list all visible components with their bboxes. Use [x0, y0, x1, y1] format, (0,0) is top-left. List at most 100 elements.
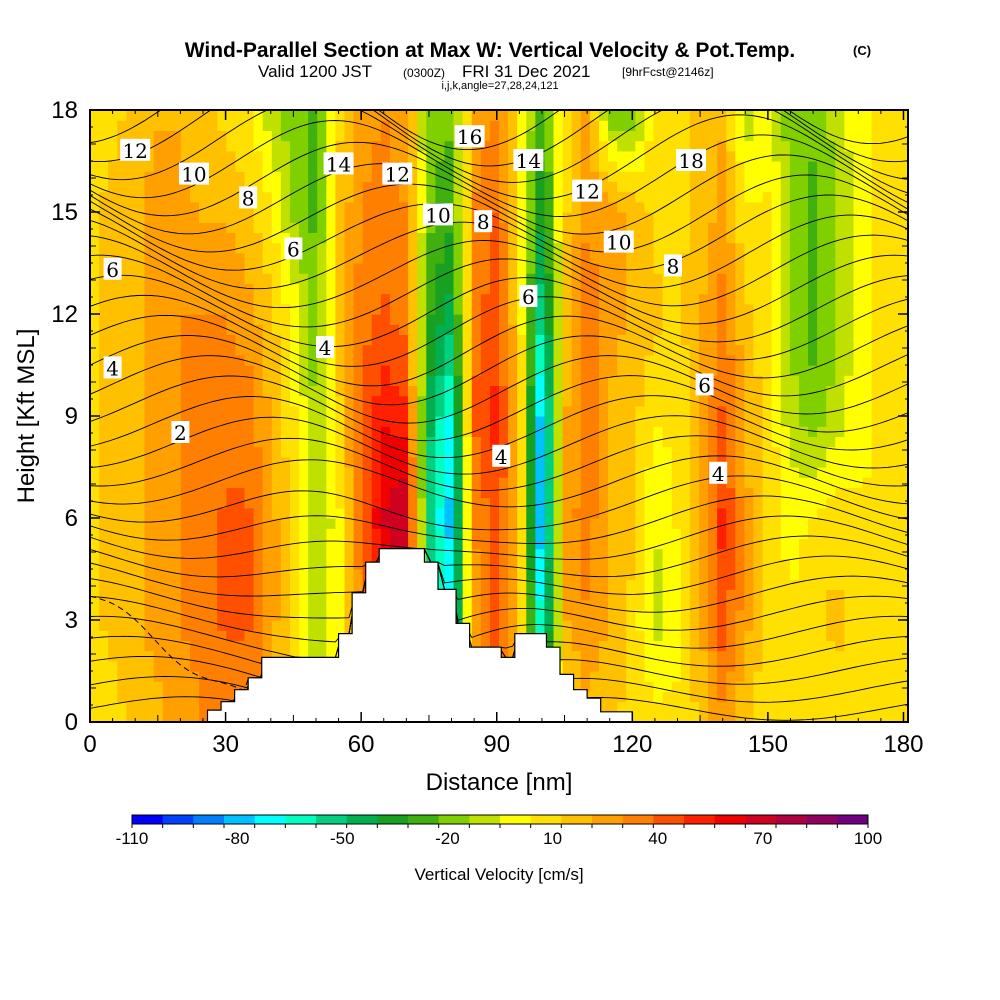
velocity-cell [608, 293, 618, 305]
velocity-cell [135, 405, 146, 417]
velocity-cell [135, 273, 146, 284]
velocity-cell [744, 385, 755, 397]
velocity-cell [226, 558, 237, 570]
velocity-cell [99, 467, 109, 478]
velocity-cell [717, 405, 727, 417]
velocity-cell [253, 538, 264, 550]
velocity-cell [280, 579, 291, 590]
velocity-cell [853, 303, 864, 315]
velocity-cell [889, 538, 900, 550]
velocity-cell [735, 487, 745, 499]
velocity-cell [335, 283, 346, 295]
velocity-cell [489, 569, 500, 580]
velocity-cell [708, 650, 718, 662]
velocity-cell [280, 365, 291, 376]
velocity-cell [889, 293, 900, 305]
velocity-cell [435, 405, 446, 417]
velocity-cell [598, 446, 609, 458]
velocity-cell [217, 293, 227, 305]
velocity-cell [689, 273, 700, 284]
velocity-cell [626, 599, 636, 611]
velocity-cell [453, 181, 464, 193]
velocity-cell [671, 456, 682, 468]
velocity-cell [308, 273, 318, 284]
velocity-cell [499, 334, 509, 346]
velocity-cell [99, 395, 109, 407]
velocity-cell [208, 303, 218, 315]
velocity-cell [598, 405, 609, 417]
velocity-cell [353, 385, 364, 397]
velocity-cell [444, 538, 455, 550]
velocity-cell [898, 324, 908, 335]
velocity-cell [117, 538, 127, 550]
velocity-cell [708, 191, 718, 203]
velocity-cell [635, 334, 646, 346]
velocity-cell [608, 334, 618, 346]
velocity-cell [662, 711, 673, 722]
velocity-cell [371, 436, 382, 448]
velocity-cell [617, 334, 627, 346]
velocity-cell [335, 365, 346, 376]
velocity-cell [117, 701, 127, 713]
velocity-cell [653, 477, 664, 488]
velocity-cell [671, 426, 682, 437]
velocity-cell [171, 456, 182, 468]
velocity-cell [671, 640, 682, 652]
velocity-cell [399, 293, 409, 305]
velocity-cell [735, 181, 745, 193]
velocity-cell [671, 681, 682, 692]
velocity-cell [499, 324, 509, 335]
velocity-cell [571, 497, 582, 509]
velocity-cell [753, 426, 764, 437]
velocity-cell [471, 375, 482, 386]
velocity-cell [698, 477, 709, 488]
velocity-cell [489, 385, 500, 397]
velocity-cell [898, 630, 908, 641]
velocity-cell [126, 446, 137, 458]
velocity-cell [735, 671, 745, 682]
velocity-cell [435, 150, 446, 162]
velocity-cell [598, 579, 609, 590]
velocity-cell [280, 426, 291, 437]
velocity-cell [853, 497, 864, 509]
velocity-cell [826, 222, 836, 233]
velocity-cell [880, 609, 891, 621]
velocity-cell [626, 161, 636, 172]
velocity-cell [553, 446, 564, 458]
velocity-cell [289, 303, 300, 315]
velocity-cell [462, 446, 473, 458]
velocity-cell [426, 303, 436, 315]
velocity-cell [726, 487, 736, 499]
velocity-cell [217, 416, 227, 427]
velocity-cell [598, 528, 609, 539]
velocity-cell [517, 191, 527, 203]
velocity-cell [771, 222, 782, 233]
velocity-cell [735, 385, 745, 397]
velocity-cell [826, 354, 836, 366]
velocity-cell [317, 161, 327, 172]
velocity-cell [671, 558, 682, 570]
velocity-cell [726, 303, 736, 315]
velocity-cell [271, 569, 282, 580]
velocity-cell [789, 640, 800, 652]
velocity-cell [126, 365, 137, 376]
velocity-cell [689, 630, 700, 641]
velocity-cell [289, 640, 300, 652]
velocity-cell [508, 599, 518, 611]
velocity-cell [262, 344, 273, 356]
velocity-cell [717, 161, 727, 172]
velocity-cell [189, 150, 200, 162]
velocity-cell [299, 497, 309, 509]
velocity-cell [526, 620, 536, 631]
velocity-cell [335, 191, 346, 203]
velocity-cell [562, 558, 573, 570]
velocity-cell [744, 609, 755, 621]
velocity-cell [753, 334, 764, 346]
velocity-cell [426, 436, 436, 448]
velocity-cell [180, 314, 191, 325]
velocity-cell [544, 324, 555, 335]
velocity-cell [771, 161, 782, 172]
velocity-cell [808, 334, 818, 346]
velocity-cell [262, 507, 273, 519]
velocity-cell [853, 691, 864, 703]
